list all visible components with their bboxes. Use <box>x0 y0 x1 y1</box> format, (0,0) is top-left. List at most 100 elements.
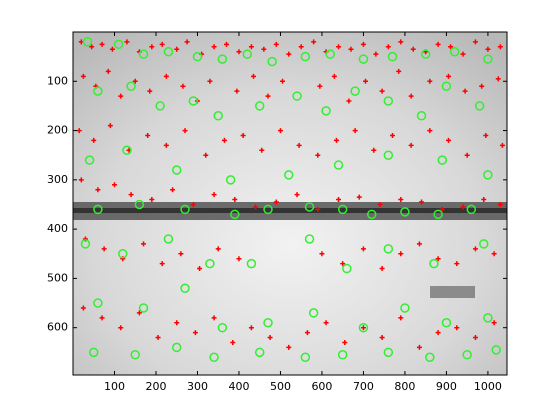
plus-marker <box>99 315 105 321</box>
circle-marker <box>254 347 265 358</box>
plus-marker <box>221 137 227 143</box>
plus-marker <box>267 335 273 341</box>
y-tick-label: 600 <box>47 321 68 334</box>
circle-marker <box>163 46 174 57</box>
plus-marker <box>273 41 279 47</box>
plus-marker <box>342 339 348 345</box>
circle-marker <box>242 49 253 59</box>
circle-marker <box>93 204 103 215</box>
circle-marker <box>337 204 348 215</box>
plus-marker <box>250 73 256 79</box>
plus-marker <box>319 251 325 257</box>
circle-marker <box>491 345 501 355</box>
plus-marker <box>435 256 441 262</box>
plus-marker <box>315 152 321 158</box>
circle-marker <box>387 51 398 62</box>
plus-marker <box>445 137 451 143</box>
plus-marker <box>298 44 304 50</box>
plus-marker <box>427 78 433 84</box>
plus-marker <box>248 325 254 331</box>
plus-marker <box>348 46 354 52</box>
plus-marker <box>236 49 242 55</box>
plus-marker <box>491 320 497 326</box>
circle-marker <box>155 101 165 111</box>
plus-marker <box>408 93 414 99</box>
plus-marker <box>286 51 292 57</box>
plus-marker <box>445 73 451 79</box>
circle-marker <box>163 234 174 244</box>
plus-marker <box>236 256 242 262</box>
circle-marker <box>267 56 277 67</box>
circle-marker <box>263 204 273 215</box>
plus-marker <box>163 142 169 148</box>
plus-marker <box>296 142 302 148</box>
plus-marker <box>331 73 337 79</box>
plus-marker <box>273 199 279 205</box>
plus-marker <box>174 46 180 52</box>
plus-marker <box>398 39 404 45</box>
plus-marker <box>163 73 169 79</box>
circle-marker <box>429 258 439 269</box>
plus-marker <box>448 44 454 50</box>
circle-marker <box>217 322 228 333</box>
circle-marker <box>308 308 319 318</box>
plus-marker <box>253 204 259 210</box>
plus-marker <box>207 78 213 84</box>
circle-marker <box>205 258 215 269</box>
plus-marker <box>472 39 478 45</box>
plus-marker <box>379 88 385 94</box>
circle-marker <box>321 106 331 116</box>
plus-marker <box>118 325 124 331</box>
plus-marker <box>203 152 209 158</box>
plus-marker <box>485 46 491 52</box>
x-tick-label: 400 <box>228 380 249 393</box>
circle-marker <box>449 46 460 57</box>
plus-marker <box>439 206 445 212</box>
plus-marker <box>481 197 487 203</box>
circle-marker <box>171 342 182 353</box>
plus-marker <box>147 88 153 94</box>
circle-marker <box>474 101 485 111</box>
circle-marker <box>88 347 99 358</box>
plus-marker <box>259 147 265 153</box>
plus-marker <box>352 128 358 134</box>
circle-marker <box>304 202 315 212</box>
circle-marker <box>479 239 489 249</box>
x-tick-label: 600 <box>311 380 332 393</box>
plus-marker <box>78 177 84 183</box>
plus-marker <box>427 128 433 134</box>
plus-marker <box>483 132 489 138</box>
plus-marker <box>224 41 230 47</box>
circle-marker <box>358 54 369 64</box>
image <box>73 32 507 375</box>
plus-marker <box>398 251 404 257</box>
circle-marker <box>171 165 182 175</box>
circle-marker <box>342 263 352 274</box>
y-tick-label: 400 <box>47 222 68 235</box>
plus-marker <box>460 204 466 210</box>
plus-marker <box>377 201 383 207</box>
circle-marker <box>483 54 493 64</box>
plus-marker <box>416 344 422 350</box>
plus-marker <box>379 335 385 341</box>
plus-marker <box>396 68 402 74</box>
plus-marker <box>385 44 391 50</box>
points <box>76 37 505 363</box>
circle-marker <box>192 51 203 62</box>
plus-marker <box>211 192 217 198</box>
plus-marker <box>479 83 485 89</box>
plus-marker <box>315 206 321 212</box>
circle-marker <box>180 204 190 215</box>
plus-marker <box>497 201 503 207</box>
plus-marker <box>340 261 346 267</box>
plus-marker <box>118 93 124 99</box>
y-tick-label: 100 <box>47 74 68 87</box>
plus-marker <box>491 251 497 257</box>
plus-marker <box>389 132 395 138</box>
circle-marker <box>366 209 377 220</box>
plus-marker <box>462 88 468 94</box>
plus-marker <box>124 39 130 45</box>
plus-marker <box>363 78 369 84</box>
